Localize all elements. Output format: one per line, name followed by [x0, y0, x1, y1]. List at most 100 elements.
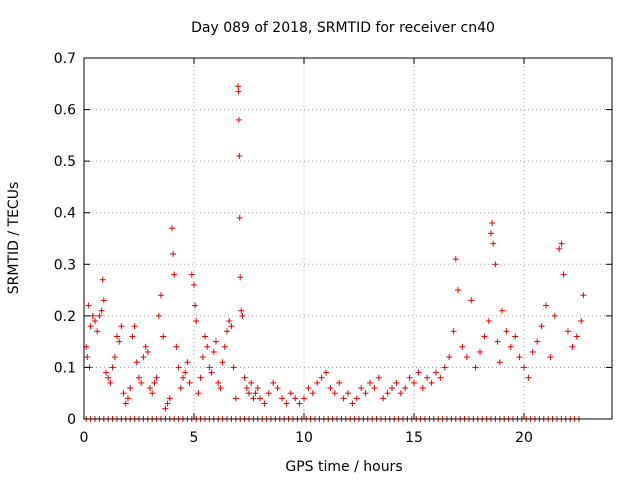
data-point	[558, 240, 565, 247]
data-point	[389, 385, 395, 392]
data-point	[122, 400, 129, 407]
data-point	[96, 312, 103, 319]
data-point	[415, 369, 422, 376]
data-point	[257, 395, 263, 402]
data-point	[153, 374, 160, 381]
data-point	[144, 348, 151, 355]
data-point	[151, 379, 158, 386]
data-point	[375, 374, 382, 381]
data-point	[213, 338, 219, 345]
data-point	[496, 359, 503, 366]
data-point	[191, 281, 197, 288]
data-point	[226, 318, 233, 325]
data-point	[463, 354, 470, 361]
data-point	[170, 250, 177, 257]
data-point	[120, 390, 127, 397]
data-point	[441, 364, 448, 371]
data-point	[485, 318, 492, 325]
data-point	[188, 271, 195, 278]
data-point	[580, 292, 587, 299]
data-point	[380, 395, 387, 402]
data-point	[494, 338, 501, 345]
data-point	[105, 374, 112, 381]
data-point	[118, 323, 125, 330]
data-point	[507, 343, 514, 350]
x-tick-label: 10	[295, 430, 313, 446]
data-point	[367, 379, 373, 386]
data-point	[169, 225, 175, 232]
x-tick-label: 5	[190, 430, 199, 446]
data-point	[84, 354, 91, 361]
data-point	[109, 364, 116, 371]
data-point	[340, 395, 347, 402]
data-point	[98, 307, 105, 314]
data-point	[419, 385, 426, 392]
data-point	[437, 374, 444, 381]
data-point	[452, 256, 459, 263]
data-point	[171, 271, 178, 278]
data-point	[406, 374, 413, 381]
data-point	[217, 385, 224, 392]
data-point	[243, 385, 250, 392]
data-point	[301, 395, 307, 402]
x-tick-label: 20	[515, 430, 533, 446]
data-point	[481, 333, 488, 340]
data-point	[166, 395, 173, 402]
data-point	[136, 374, 142, 381]
y-tick-label: 0.5	[54, 154, 76, 170]
data-point	[235, 83, 241, 90]
data-point	[175, 364, 182, 371]
data-point	[99, 276, 106, 283]
y-tick-label: 0.1	[54, 360, 76, 376]
data-point	[199, 354, 206, 361]
data-point	[89, 312, 96, 319]
data-point	[107, 379, 114, 386]
data-point	[305, 385, 312, 392]
data-point	[180, 374, 186, 381]
data-point	[202, 333, 208, 340]
data-point	[250, 395, 257, 402]
data-point	[265, 390, 272, 397]
data-point	[228, 323, 235, 330]
data-point	[195, 390, 202, 397]
data-point	[186, 379, 193, 386]
data-point	[246, 390, 252, 397]
data-point	[336, 379, 343, 386]
data-point	[177, 385, 184, 392]
data-point	[142, 343, 149, 350]
axis-ticks: 0 0.1 0.2 0.3 0.4 0.5 0.6 0.7 0 5 10 15 20	[54, 51, 612, 446]
y-tick-label: 0.6	[54, 103, 76, 119]
data-point	[114, 333, 120, 340]
data-point	[323, 369, 329, 376]
plot-frame	[83, 57, 613, 420]
data-point	[402, 385, 409, 392]
data-point	[224, 328, 230, 335]
data-point	[208, 369, 215, 376]
data-point	[371, 385, 378, 392]
data-point	[279, 395, 285, 402]
data-point	[446, 354, 453, 361]
y-tick-label: 0.3	[54, 257, 76, 273]
data-point	[116, 338, 123, 345]
y-tick-label: 0.2	[54, 309, 76, 325]
x-axis-label: GPS time / hours	[285, 459, 402, 475]
data-point	[318, 374, 325, 381]
y-axis-label: SRMTID / TECUs	[6, 182, 22, 295]
data-point	[327, 385, 334, 392]
data-point	[133, 359, 140, 366]
chart-title: Day 089 of 2018, SRMTID for receiver cn4…	[191, 20, 495, 36]
data-point	[248, 379, 255, 386]
data-point	[236, 214, 243, 221]
data-point	[345, 390, 351, 397]
data-point	[173, 343, 180, 350]
data-point	[424, 374, 431, 381]
data-point	[468, 297, 475, 304]
data-point	[184, 359, 191, 366]
data-point	[155, 312, 162, 319]
data-point	[556, 245, 563, 252]
data-point	[140, 354, 147, 361]
data-point	[160, 333, 167, 340]
y-tick-label: 0	[67, 412, 76, 428]
data-point	[138, 379, 145, 386]
data-point	[103, 369, 109, 376]
